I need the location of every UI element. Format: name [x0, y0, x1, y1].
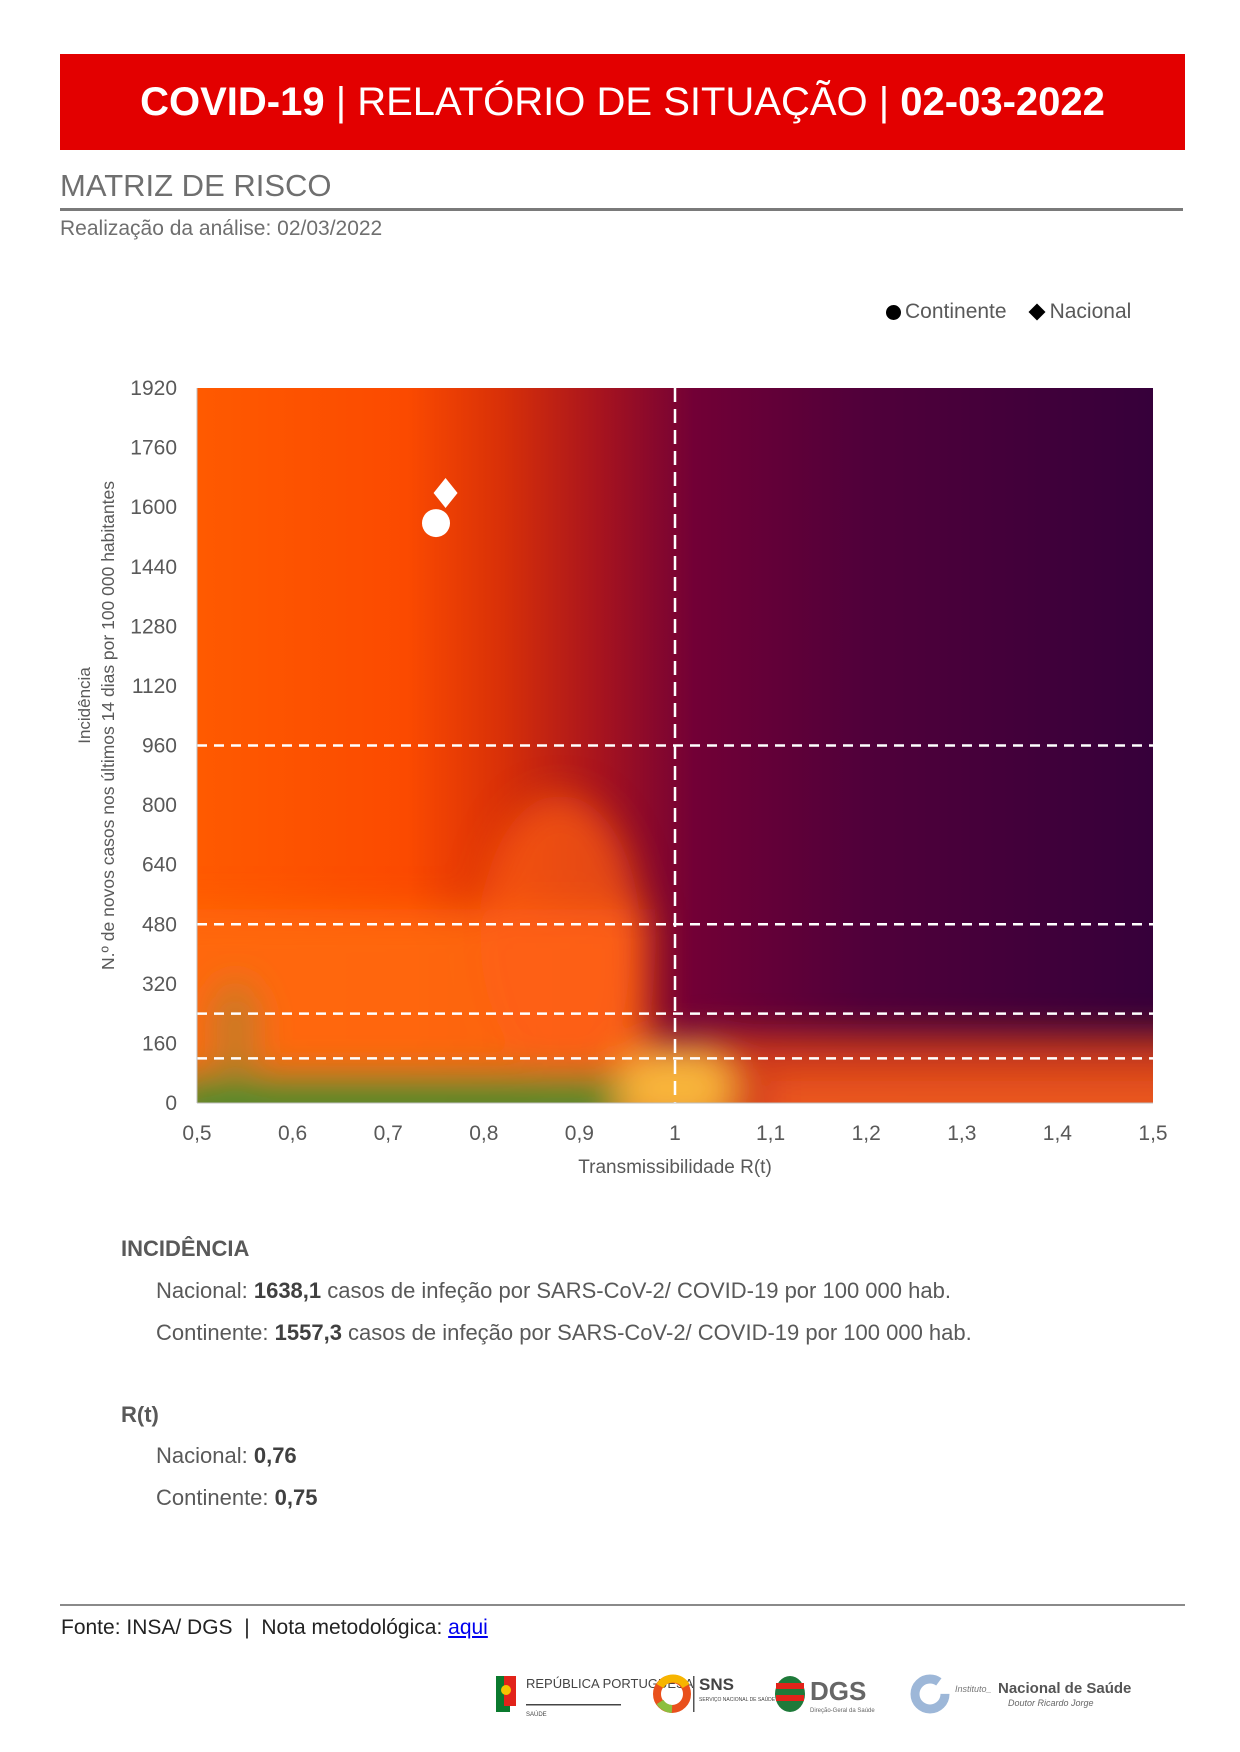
- logo-text: DGS: [810, 1676, 866, 1706]
- methodology-link[interactable]: aqui: [448, 1616, 488, 1639]
- logo-text: REPÚBLICA PORTUGUESA: [526, 1676, 694, 1691]
- suffix: casos de infeção por SARS-CoV-2/ COVID-1…: [321, 1278, 951, 1303]
- y-tick-label: 320: [142, 973, 177, 996]
- zone-olive: [210, 978, 261, 1079]
- suffix: casos de infeção por SARS-CoV-2/ COVID-1…: [341, 1320, 972, 1345]
- republica-portuguesa-logo: REPÚBLICA PORTUGUESA SAÚDE: [496, 1676, 694, 1718]
- section-divider: [60, 208, 1183, 211]
- banner-covid: COVID-19: [140, 79, 325, 124]
- y-axis-title-line1: Incidência: [75, 667, 94, 744]
- logo-text: Nacional de Saúde: [998, 1680, 1131, 1697]
- x-tick-label: 0,7: [374, 1122, 403, 1145]
- value: 0,76: [253, 1443, 297, 1468]
- circle-icon: [886, 304, 901, 320]
- logo-text: Instituto_: [955, 1684, 992, 1694]
- y-tick-label: 1440: [130, 556, 177, 579]
- y-tick-label: 1280: [130, 615, 177, 638]
- x-axis-title: Transmissibilidade R(t): [578, 1157, 772, 1178]
- point-nacional: [433, 477, 458, 508]
- x-tick-label: 1,3: [947, 1122, 976, 1145]
- logo-text: SAÚDE: [526, 1711, 547, 1718]
- y-tick-label: 160: [142, 1032, 177, 1055]
- logo-text: Doutor Ricardo Jorge: [1008, 1698, 1094, 1708]
- incidencia-continente: Continente: 1557,3 casos de infeção por …: [156, 1320, 972, 1346]
- y-axis-title-line2: N.º de novos casos nos últimos 14 dias p…: [98, 481, 118, 970]
- y-tick-label: 480: [142, 913, 177, 936]
- logo-text: SNS: [699, 1675, 734, 1694]
- section-title: MATRIZ DE RISCO: [60, 168, 332, 203]
- footer-source: Fonte: INSA/ DGS | Nota metodológica: aq…: [61, 1616, 488, 1640]
- logo-text: Direção-Geral da Saúde: [810, 1708, 875, 1714]
- legend-label: Nacional: [1049, 300, 1132, 323]
- chart-legend: Continente Nacional: [886, 300, 1131, 324]
- source-text: Fonte: INSA/ DGS | Nota metodológica:: [61, 1616, 449, 1639]
- rt-nacional: Nacional: 0,76: [156, 1443, 297, 1469]
- dgs-logo: DGS Direção-Geral da Saúde: [775, 1676, 875, 1714]
- x-tick-label: 0,9: [565, 1122, 594, 1145]
- x-tick-label: 0,8: [469, 1122, 498, 1145]
- incidencia-nacional: Nacional: 1638,1 casos de infeção por SA…: [156, 1278, 951, 1304]
- legend-label: Continente: [905, 300, 1007, 323]
- x-tick-label: 1,4: [1043, 1122, 1073, 1145]
- logo-text: SERVIÇO NACIONAL DE SAÚDE: [699, 1696, 776, 1703]
- value: 0,75: [274, 1485, 318, 1510]
- y-tick-label: 1760: [130, 437, 177, 460]
- y-tick-label: 1920: [130, 377, 177, 400]
- x-tick-label: 1,2: [852, 1122, 881, 1145]
- label: Continente:: [156, 1320, 275, 1345]
- banner-date: 02-03-2022: [900, 79, 1105, 124]
- banner-sep: |: [867, 79, 901, 124]
- insa-logo: Instituto_ Nacional de Saúde Doutor Rica…: [910, 1674, 1131, 1714]
- risk-matrix-chart: 0 160 320 480 640 800 960 1120 1280 1440 1600 1760 1…: [75, 377, 1168, 1178]
- label: Continente:: [156, 1485, 275, 1510]
- banner-sep: |: [324, 79, 358, 124]
- analysis-date: Realização da análise: 02/03/2022: [60, 217, 383, 240]
- point-continente: [422, 509, 450, 538]
- x-tick-label: 0,5: [182, 1122, 211, 1145]
- zone-orange-bottom: [770, 1080, 1153, 1103]
- zone-orange-blend: [480, 795, 641, 1076]
- y-tick-label: 640: [142, 854, 177, 877]
- report-banner: COVID-19 | RELATÓRIO DE SITUAÇÃO | 02-03…: [60, 54, 1185, 150]
- diamond-icon: [1028, 303, 1046, 321]
- y-tick-label: 1600: [130, 496, 177, 519]
- label: Nacional:: [156, 1443, 254, 1468]
- y-tick-label: 960: [142, 735, 177, 758]
- x-tick-label: 1,1: [756, 1122, 785, 1145]
- rt-heading: R(t): [121, 1402, 159, 1427]
- sns-logo: SNS SERVIÇO NACIONAL DE SAÚDE: [653, 1674, 776, 1713]
- banner-title: RELATÓRIO DE SITUAÇÃO: [357, 79, 868, 124]
- y-tick-label: 0: [165, 1092, 177, 1115]
- value: 1638,1: [253, 1278, 322, 1303]
- partner-logos: REPÚBLICA PORTUGUESA SAÚDE SNS SERVIÇO N…: [496, 1674, 1131, 1718]
- x-tick-label: 1: [669, 1122, 681, 1145]
- label: Nacional:: [156, 1278, 254, 1303]
- legend-nacional: Nacional: [1028, 300, 1132, 324]
- y-tick-label: 1120: [132, 675, 177, 698]
- x-tick-label: 0,6: [278, 1122, 307, 1145]
- y-tick-label: 800: [142, 794, 177, 817]
- rt-continente: Continente: 0,75: [156, 1485, 317, 1511]
- zone-green: [197, 1075, 618, 1103]
- x-tick-label: 1,5: [1138, 1122, 1167, 1145]
- footer-divider: [60, 1604, 1185, 1606]
- incidencia-heading: INCIDÊNCIA: [121, 1236, 250, 1261]
- legend-continente: Continente: [886, 300, 1007, 324]
- value: 1557,3: [274, 1320, 342, 1345]
